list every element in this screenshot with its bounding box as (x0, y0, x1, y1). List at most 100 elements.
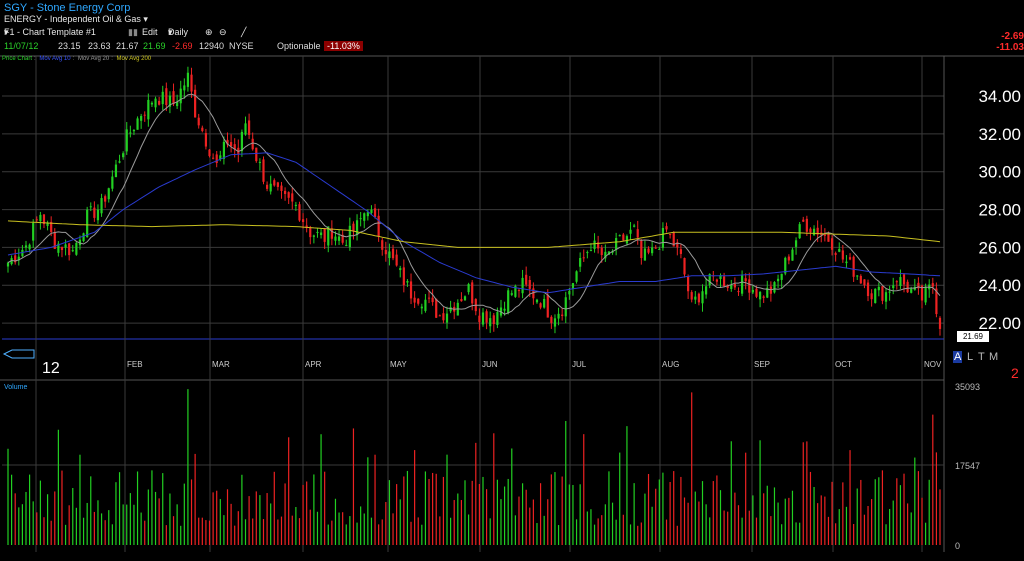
candle-body (409, 281, 413, 299)
candle-body (805, 218, 808, 232)
x-tick-label: JUN (482, 360, 498, 369)
scroll-handle-icon (2, 349, 35, 359)
candle-body (327, 226, 330, 246)
candle-body (539, 303, 542, 308)
candle-body (730, 284, 733, 289)
candle-body (589, 250, 593, 252)
candle-body (870, 293, 873, 300)
candle-body (579, 257, 582, 267)
candle-body (46, 222, 49, 226)
candle-body (24, 245, 28, 248)
candle-body (827, 233, 830, 242)
candle-body (337, 236, 341, 241)
candle-body (553, 318, 557, 327)
candle-body (586, 252, 589, 254)
candle-body (438, 315, 441, 317)
candle-body (521, 277, 524, 294)
candle-body (132, 129, 136, 132)
legend-price[interactable]: Price Chart (2, 56, 33, 62)
candle-body (485, 311, 488, 323)
altm-m[interactable]: M (989, 351, 999, 363)
candle-body (384, 249, 387, 255)
quote-change: -2.69 (172, 41, 193, 51)
candle-body (6, 262, 10, 267)
candle-body (373, 208, 377, 218)
candle-body (377, 215, 380, 237)
candle-body (895, 281, 898, 283)
candle-body (240, 131, 243, 152)
candle-body (701, 291, 704, 304)
candle-body (726, 285, 729, 288)
candle-body (294, 204, 297, 206)
candle-body (892, 285, 895, 289)
chart-header: SGY - Stone Energy Corp ENERGY - Indepen… (0, 0, 1024, 56)
candle-body (348, 225, 351, 248)
x-tick-label: OCT (835, 360, 852, 369)
candle-body (816, 227, 819, 235)
candle-body (471, 282, 474, 304)
candle-body (600, 247, 603, 255)
candle-body (924, 286, 927, 303)
legend-ma200[interactable]: Mov Avg 200 (116, 56, 152, 62)
candle-body (780, 273, 783, 280)
candle-body (618, 235, 621, 237)
draw-line-icon[interactable]: ╱ (241, 27, 247, 37)
candle-body (676, 242, 679, 248)
symbol-title[interactable]: SGY - Stone Energy Corp (4, 2, 131, 14)
candle-body (345, 244, 348, 246)
altm-a[interactable]: A (953, 351, 963, 363)
candle-body (766, 287, 769, 298)
dropdown-arrow-icon[interactable]: ▾ (143, 14, 148, 24)
candle-body (902, 274, 906, 285)
candle-body (625, 236, 629, 244)
last-price-tag: 21.69 (957, 331, 989, 342)
candle-body (413, 297, 416, 303)
altm-t[interactable]: T (978, 351, 985, 363)
candle-body (748, 279, 751, 293)
legend-ma10[interactable]: Mov Avg 10 (39, 56, 71, 62)
altm-l[interactable]: L (967, 351, 974, 363)
candle-body (640, 240, 643, 258)
candle-body (859, 275, 862, 284)
candle-body (683, 258, 686, 275)
candle-body (406, 281, 409, 283)
bar-chart-icon[interactable]: ▮▮ (128, 27, 138, 37)
candle-body (150, 102, 154, 105)
candle-body (251, 138, 254, 150)
candle-body (532, 288, 535, 299)
optionable-label: Optionable (277, 41, 321, 51)
template-select[interactable]: F1 - Chart Template #1 ▾ (4, 27, 96, 37)
candle-body (643, 248, 647, 261)
edit-button[interactable]: Edit (142, 27, 158, 37)
candle-body (136, 118, 139, 130)
candle-body (622, 234, 625, 241)
candle-body (78, 239, 82, 246)
candle-body (665, 226, 668, 230)
candle-body (330, 228, 333, 239)
price-tick-label: 28.00 (978, 201, 1021, 220)
zoom-out-icon[interactable]: ⊖ (219, 27, 227, 37)
candle-body (265, 184, 269, 189)
candle-body (53, 232, 56, 249)
candle-body (503, 308, 506, 311)
candle-body (881, 286, 884, 301)
candle-body (316, 231, 319, 233)
candle-body (355, 220, 359, 235)
candle-body (230, 142, 233, 147)
candle-body (690, 292, 693, 300)
candle-body (93, 207, 96, 218)
x-tick-label: SEP (754, 360, 770, 369)
candle-body (424, 299, 427, 311)
candle-body (388, 251, 391, 258)
candle-body (86, 209, 89, 237)
zoom-in-icon[interactable]: ⊕ (205, 27, 213, 37)
interval-select[interactable]: Daily ▾ (168, 27, 189, 37)
candle-body (568, 291, 571, 295)
candle-body (168, 95, 172, 107)
candle-body (42, 214, 46, 225)
candle-body (492, 315, 495, 325)
candle-body (823, 234, 826, 236)
legend-ma20[interactable]: Mov Avg 20 (77, 56, 110, 62)
candle-body (852, 256, 855, 277)
candle-body (445, 313, 449, 323)
